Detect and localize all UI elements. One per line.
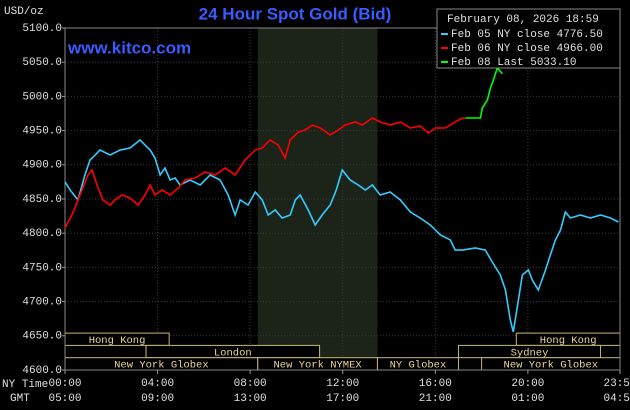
x-tick-label: 04:00 bbox=[141, 378, 174, 390]
x2-tick-label: 04:59 bbox=[603, 393, 630, 405]
series-line bbox=[64, 117, 466, 229]
y-tick-label: 4850.0 bbox=[22, 194, 62, 206]
y-axis-label: USD/oz bbox=[4, 6, 44, 18]
legend-label: Feb 05 NY close 4776.50 bbox=[451, 29, 603, 41]
x-tick-label: 08:00 bbox=[234, 378, 267, 390]
chart-title: 24 Hour Spot Gold (Bid) bbox=[199, 4, 392, 23]
legend-label: Feb 08 Last 5033.10 bbox=[451, 57, 576, 69]
x2-tick-label: 09:00 bbox=[141, 393, 174, 405]
y-tick-label: 4650.0 bbox=[22, 331, 62, 343]
x2-tick-label: 05:00 bbox=[48, 393, 81, 405]
plot-frame bbox=[64, 27, 621, 371]
x-tick-label: 16:00 bbox=[419, 378, 452, 390]
session-label: Sydney bbox=[511, 347, 549, 359]
session-label: New York Globex bbox=[504, 360, 599, 372]
x-tick-label: 12:00 bbox=[326, 378, 359, 390]
x2-tick-label: 21:00 bbox=[419, 393, 452, 405]
session-label: New York Globex bbox=[114, 360, 209, 372]
y-tick-label: 5100.0 bbox=[22, 23, 62, 35]
series-line bbox=[64, 138, 619, 333]
x-tick-label: 23:59 bbox=[603, 378, 630, 390]
x2-tick-label: 01:00 bbox=[511, 393, 544, 405]
x2-tick-label: 13:00 bbox=[234, 393, 267, 405]
session-label: Hong Kong bbox=[540, 335, 597, 347]
session-label: NY Globex bbox=[390, 360, 447, 372]
x-axis-label: NY Time bbox=[2, 379, 48, 391]
plot-area bbox=[64, 27, 621, 371]
session-label: New York NYMEX bbox=[274, 360, 363, 372]
y-tick-label: 4950.0 bbox=[22, 126, 62, 138]
y-tick-label: 4600.0 bbox=[22, 365, 62, 377]
timestamp: February 08, 2026 18:59 bbox=[447, 14, 599, 26]
series-line bbox=[465, 66, 504, 119]
y-tick-label: 4750.0 bbox=[22, 262, 62, 274]
y-tick-label: 5000.0 bbox=[22, 91, 62, 103]
y-tick-label: 4700.0 bbox=[22, 297, 62, 309]
x-tick-label: 00:00 bbox=[48, 378, 81, 390]
session-label: London bbox=[214, 347, 252, 359]
x2-tick-label: 17:00 bbox=[326, 393, 359, 405]
legend-box bbox=[436, 8, 621, 69]
y-tick-label: 5050.0 bbox=[22, 57, 62, 69]
y-tick-label: 4800.0 bbox=[22, 228, 62, 240]
y-tick-label: 4900.0 bbox=[22, 160, 62, 172]
x-tick-label: 20:00 bbox=[511, 378, 544, 390]
legend-label: Feb 06 NY close 4966.00 bbox=[451, 43, 603, 55]
site-label: www.kitco.com bbox=[67, 38, 191, 57]
session-label: Hong Kong bbox=[89, 335, 146, 347]
x2-axis-label: GMT bbox=[10, 393, 30, 405]
